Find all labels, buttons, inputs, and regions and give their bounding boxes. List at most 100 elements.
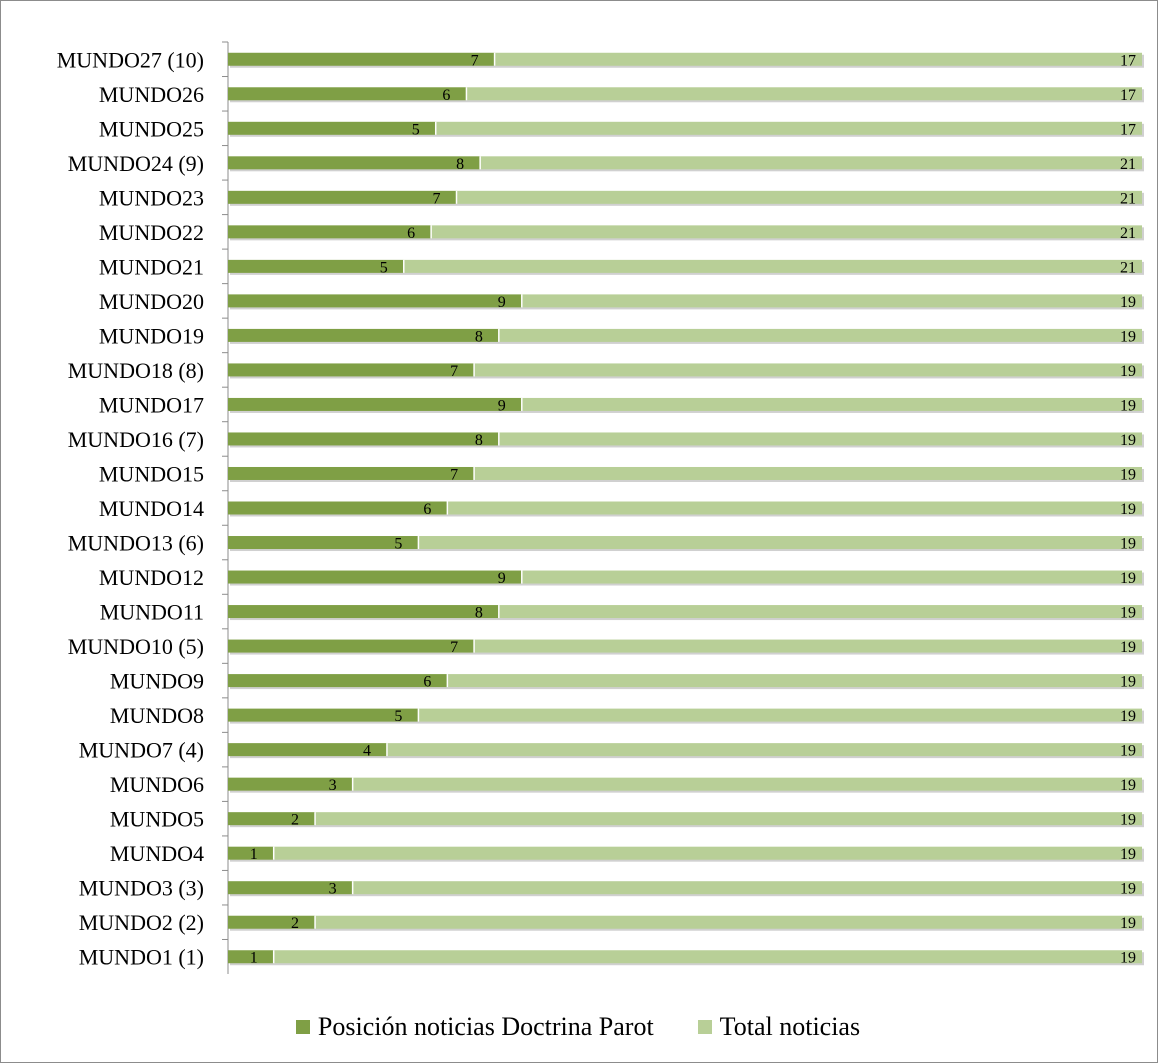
legend-swatch-total xyxy=(697,1020,712,1034)
bar-total xyxy=(315,915,1142,929)
category-label: MUNDO20 xyxy=(99,289,204,314)
data-label-posicion: 2 xyxy=(291,915,299,932)
bar-posicion xyxy=(228,846,274,860)
data-label-posicion: 4 xyxy=(363,743,371,760)
data-label-total: 19 xyxy=(1120,570,1136,587)
data-label-posicion: 8 xyxy=(456,156,464,173)
data-label-posicion: 7 xyxy=(450,466,458,483)
bar-total xyxy=(447,501,1142,515)
data-label-total: 19 xyxy=(1120,363,1136,380)
category-label: MUNDO24 (9) xyxy=(68,151,204,176)
bar-total xyxy=(466,87,1142,101)
bar-posicion xyxy=(228,294,522,308)
data-label-total: 21 xyxy=(1120,190,1136,207)
bar-posicion xyxy=(228,397,522,411)
bar-posicion xyxy=(228,432,499,446)
data-label-total: 19 xyxy=(1120,328,1136,345)
category-label: MUNDO25 xyxy=(99,116,204,141)
bar-total xyxy=(431,225,1143,239)
bar-total xyxy=(418,708,1143,722)
category-label: MUNDO11 xyxy=(100,600,204,625)
category-label: MUNDO23 xyxy=(99,185,204,210)
bar-posicion xyxy=(228,570,522,584)
category-label: MUNDO27 (10) xyxy=(57,47,204,72)
bar-posicion xyxy=(228,708,419,722)
bar-total xyxy=(474,639,1143,653)
legend-label-total: Total noticias xyxy=(719,1012,861,1041)
data-label-posicion: 9 xyxy=(498,294,506,311)
data-label-total: 21 xyxy=(1120,225,1136,242)
data-label-total: 19 xyxy=(1120,466,1136,483)
bar-total xyxy=(315,812,1142,826)
bar-posicion xyxy=(228,777,353,791)
bar-posicion xyxy=(228,259,404,273)
data-label-posicion: 7 xyxy=(433,190,441,207)
legend: Posición noticias Doctrina Parot Total n… xyxy=(0,1012,1156,1042)
category-label: MUNDO1 (1) xyxy=(79,945,204,970)
data-label-posicion: 3 xyxy=(329,881,337,898)
data-label-posicion: 8 xyxy=(475,328,483,345)
bar-total xyxy=(418,536,1143,550)
category-label: MUNDO16 (7) xyxy=(68,427,204,452)
bar-posicion xyxy=(228,536,419,550)
category-label: MUNDO5 xyxy=(110,807,204,832)
data-label-total: 19 xyxy=(1120,950,1136,967)
category-label: MUNDO12 xyxy=(99,565,204,590)
data-label-posicion: 5 xyxy=(412,121,420,138)
bar-posicion xyxy=(228,605,499,619)
bar-total xyxy=(474,363,1143,377)
legend-swatch-posicion xyxy=(295,1020,310,1034)
category-label: MUNDO4 xyxy=(110,841,204,866)
bar-total xyxy=(352,777,1142,791)
data-label-posicion: 5 xyxy=(394,708,402,725)
bar-total xyxy=(498,328,1142,342)
category-label: MUNDO8 xyxy=(110,703,204,728)
category-label: MUNDO10 (5) xyxy=(68,634,204,659)
category-label: MUNDO3 (3) xyxy=(79,876,204,901)
data-label-posicion: 9 xyxy=(498,570,506,587)
bar-total xyxy=(273,950,1142,964)
data-label-posicion: 6 xyxy=(407,225,415,242)
data-label-total: 19 xyxy=(1120,812,1136,829)
bar-posicion xyxy=(228,328,499,342)
category-label: MUNDO6 xyxy=(110,772,204,797)
data-label-total: 19 xyxy=(1120,915,1136,932)
bar-posicion xyxy=(228,743,387,757)
category-label: MUNDO17 xyxy=(99,392,204,417)
data-label-posicion: 2 xyxy=(291,812,299,829)
bar-posicion xyxy=(228,52,495,66)
data-label-posicion: 6 xyxy=(423,501,431,518)
bar-posicion xyxy=(228,363,475,377)
bar-total xyxy=(521,294,1142,308)
bar-posicion xyxy=(228,501,448,515)
bar-posicion xyxy=(228,881,353,895)
bar-posicion xyxy=(228,87,467,101)
data-label-total: 19 xyxy=(1120,881,1136,898)
category-label: MUNDO2 (2) xyxy=(79,910,204,935)
bar-total xyxy=(521,570,1142,584)
bar-posicion xyxy=(228,950,274,964)
data-label-total: 17 xyxy=(1120,87,1136,104)
data-label-total: 19 xyxy=(1120,743,1136,760)
data-label-posicion: 5 xyxy=(394,536,402,553)
bar-total xyxy=(447,674,1142,688)
data-label-posicion: 6 xyxy=(423,674,431,691)
data-label-posicion: 7 xyxy=(450,363,458,380)
bar-total xyxy=(386,743,1142,757)
data-label-posicion: 5 xyxy=(380,259,388,276)
data-label-total: 21 xyxy=(1120,259,1136,276)
data-label-total: 19 xyxy=(1120,501,1136,518)
data-label-total: 19 xyxy=(1120,846,1136,863)
category-label: MUNDO26 xyxy=(99,82,204,107)
bar-total xyxy=(521,397,1142,411)
bar-posicion xyxy=(228,812,316,826)
data-label-posicion: 7 xyxy=(471,52,479,69)
category-label: MUNDO9 xyxy=(110,669,204,694)
data-label-total: 19 xyxy=(1120,777,1136,794)
data-label-posicion: 1 xyxy=(250,846,258,863)
bar-total xyxy=(498,605,1142,619)
bar-total xyxy=(435,121,1142,135)
category-label: MUNDO22 xyxy=(99,220,204,245)
bar-posicion xyxy=(228,156,481,170)
